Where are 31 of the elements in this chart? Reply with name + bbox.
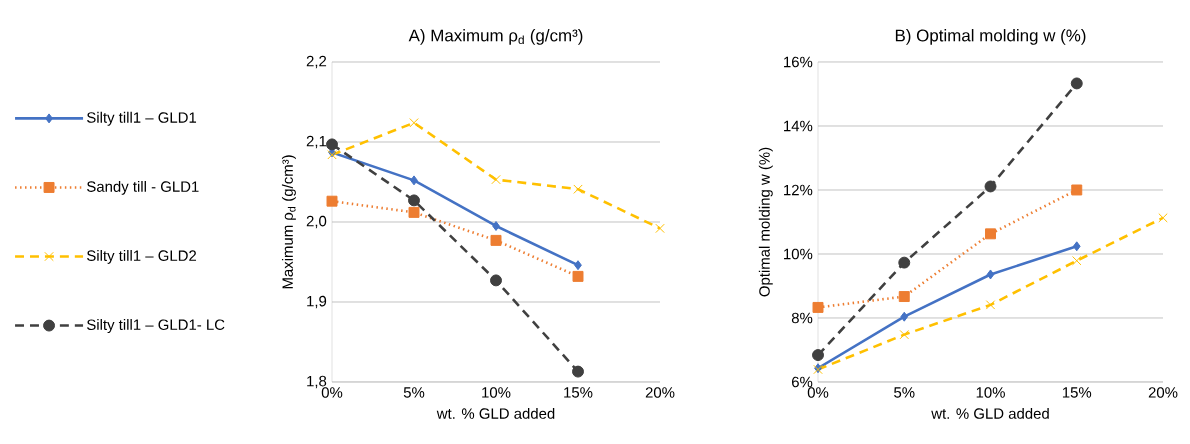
x-axis-title: wt. % GLD added [931,407,1049,419]
legend-label: Silty till1 – GLD2 [87,249,197,264]
y-tick-label: 16% [784,56,813,68]
y-tick-label: 1,9 [307,295,327,309]
chart-title: A) Maximum ρ$_{d}$ (g/cm³) [408,29,583,45]
x-tick-label: 20% [1148,387,1178,398]
x-axis-title: wt. % GLD added [436,407,555,419]
y-tick-label: 14% [784,120,813,132]
y-tick-label: 2,2 [306,55,327,69]
y-tick-label: 2,0 [306,215,327,229]
y-tick-label: 6% [792,376,813,388]
y-tick-label: 10% [784,248,813,260]
x-tick-label: 10% [482,387,511,398]
x-tick-label: 5% [894,387,915,398]
x-tick-label: 20% [645,387,675,398]
y-axis-title: Maximum ρ$_{d}$ (g/cm³) [281,155,296,289]
x-tick-label: 0% [321,387,343,398]
chart-title: B) Optimal molding w (%) [895,29,1086,45]
y-tick-label: 2,1 [306,135,327,149]
legend-label: Silty till1 – GLD1- LC [87,319,225,333]
x-tick-label: 0% [807,387,829,398]
y-axis-title: Optimal molding w (%) [758,147,773,297]
y-tick-label: 8% [791,312,813,324]
x-tick-label: 10% [976,387,1005,398]
x-tick-label: 5% [403,387,425,398]
x-tick-label: 15% [564,387,593,398]
legend-label: Sandy till - GLD1 [87,180,199,195]
y-tick-label: 12% [784,184,813,196]
legend-label: Silty till1 – GLD1 [87,111,197,126]
y-tick-label: 1,8 [307,375,327,389]
x-tick-label: 15% [1062,387,1092,398]
